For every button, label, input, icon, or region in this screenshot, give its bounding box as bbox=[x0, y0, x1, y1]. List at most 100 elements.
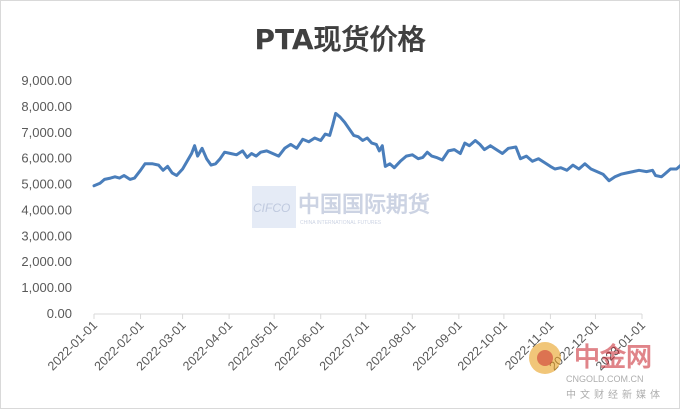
data-point bbox=[577, 168, 580, 170]
y-tick-label: 0.00 bbox=[47, 306, 72, 321]
data-point bbox=[411, 153, 414, 156]
data-point bbox=[384, 165, 387, 168]
cngold-logo-sub: 中文财经新媒体 bbox=[566, 388, 664, 401]
data-point bbox=[421, 156, 424, 159]
data-point bbox=[219, 157, 222, 160]
data-point bbox=[114, 175, 116, 178]
data-point bbox=[663, 173, 666, 176]
data-point bbox=[583, 162, 586, 165]
data-point bbox=[638, 169, 640, 172]
data-point bbox=[265, 149, 268, 152]
data-point bbox=[181, 168, 184, 170]
y-tick-label: 4,000.00 bbox=[21, 202, 72, 217]
data-point bbox=[328, 134, 331, 137]
data-point bbox=[632, 170, 634, 173]
y-tick-label: 6,000.00 bbox=[21, 151, 72, 166]
data-point bbox=[171, 171, 174, 174]
data-point bbox=[459, 152, 462, 155]
cifco-watermark: CIFCO 中国国际期货 CHINA INTERNATIONAL FUTURES bbox=[252, 186, 430, 228]
data-point bbox=[175, 174, 178, 177]
data-point bbox=[660, 175, 663, 178]
data-point bbox=[417, 157, 420, 160]
data-point bbox=[608, 179, 610, 182]
data-point bbox=[214, 162, 217, 165]
data-point bbox=[393, 166, 396, 169]
series-points bbox=[93, 112, 678, 187]
data-point bbox=[596, 170, 598, 173]
data-point bbox=[361, 139, 364, 142]
data-point bbox=[514, 146, 517, 148]
data-point bbox=[313, 137, 316, 139]
data-point bbox=[334, 112, 337, 115]
data-point bbox=[495, 148, 498, 151]
data-point bbox=[186, 160, 189, 163]
data-point bbox=[348, 127, 351, 130]
data-point bbox=[139, 169, 142, 172]
data-point bbox=[614, 175, 616, 178]
data-point bbox=[103, 178, 106, 181]
data-point bbox=[366, 137, 369, 139]
data-point bbox=[271, 152, 274, 155]
data-point bbox=[339, 116, 342, 119]
data-point bbox=[537, 157, 540, 160]
data-point bbox=[319, 139, 322, 142]
cngold-logo: 中金网 CNGOLD.COM.CN 中文财经新媒体 bbox=[529, 342, 664, 401]
data-point bbox=[590, 168, 592, 170]
data-point bbox=[235, 153, 238, 156]
data-point bbox=[489, 144, 492, 147]
cngold-logo-url: CNGOLD.COM.CN bbox=[566, 374, 644, 384]
data-point bbox=[246, 156, 249, 159]
cifco-watermark-box bbox=[252, 186, 296, 228]
data-point bbox=[295, 147, 298, 150]
data-point bbox=[283, 147, 286, 150]
data-point bbox=[525, 155, 528, 158]
data-point bbox=[93, 184, 95, 187]
y-tick-label: 2,000.00 bbox=[21, 254, 72, 269]
data-point bbox=[441, 159, 444, 161]
data-point bbox=[559, 166, 562, 169]
data-point bbox=[357, 135, 360, 138]
data-point bbox=[430, 155, 433, 158]
data-point bbox=[620, 173, 622, 176]
y-tick-label: 9,000.00 bbox=[21, 73, 72, 88]
data-point bbox=[255, 155, 258, 158]
data-point bbox=[375, 143, 378, 146]
data-point bbox=[118, 177, 121, 180]
data-point bbox=[162, 169, 165, 172]
cngold-logo-text: 中金网 bbox=[574, 342, 652, 372]
data-point bbox=[463, 142, 466, 145]
data-point bbox=[507, 147, 510, 150]
cifco-watermark-sub: CHINA INTERNATIONAL FUTURES bbox=[300, 220, 382, 226]
data-point bbox=[193, 144, 196, 147]
chart-title: PTA现货价格 bbox=[254, 23, 426, 56]
data-point bbox=[259, 151, 262, 154]
data-point bbox=[565, 169, 568, 172]
data-point bbox=[324, 133, 327, 136]
data-point bbox=[501, 152, 504, 155]
data-point bbox=[453, 148, 456, 151]
series-line bbox=[92, 111, 680, 188]
data-point bbox=[352, 134, 355, 137]
data-point bbox=[626, 171, 628, 174]
y-tick-label: 1,000.00 bbox=[21, 280, 72, 295]
data-point bbox=[399, 160, 402, 163]
data-point bbox=[651, 169, 654, 172]
data-point bbox=[223, 151, 226, 154]
data-point bbox=[435, 156, 438, 159]
data-point bbox=[205, 157, 208, 160]
data-point bbox=[602, 173, 604, 176]
data-point bbox=[426, 151, 429, 154]
data-point bbox=[241, 149, 244, 152]
data-point bbox=[331, 124, 334, 126]
data-point bbox=[307, 140, 310, 143]
data-point bbox=[447, 149, 450, 152]
data-point bbox=[229, 152, 232, 155]
data-point bbox=[531, 160, 534, 163]
cngold-logo-icon-inner bbox=[537, 350, 553, 366]
data-point bbox=[210, 164, 213, 167]
data-point bbox=[468, 144, 471, 147]
data-point bbox=[571, 164, 574, 167]
data-point bbox=[123, 174, 125, 177]
data-point bbox=[196, 155, 199, 158]
